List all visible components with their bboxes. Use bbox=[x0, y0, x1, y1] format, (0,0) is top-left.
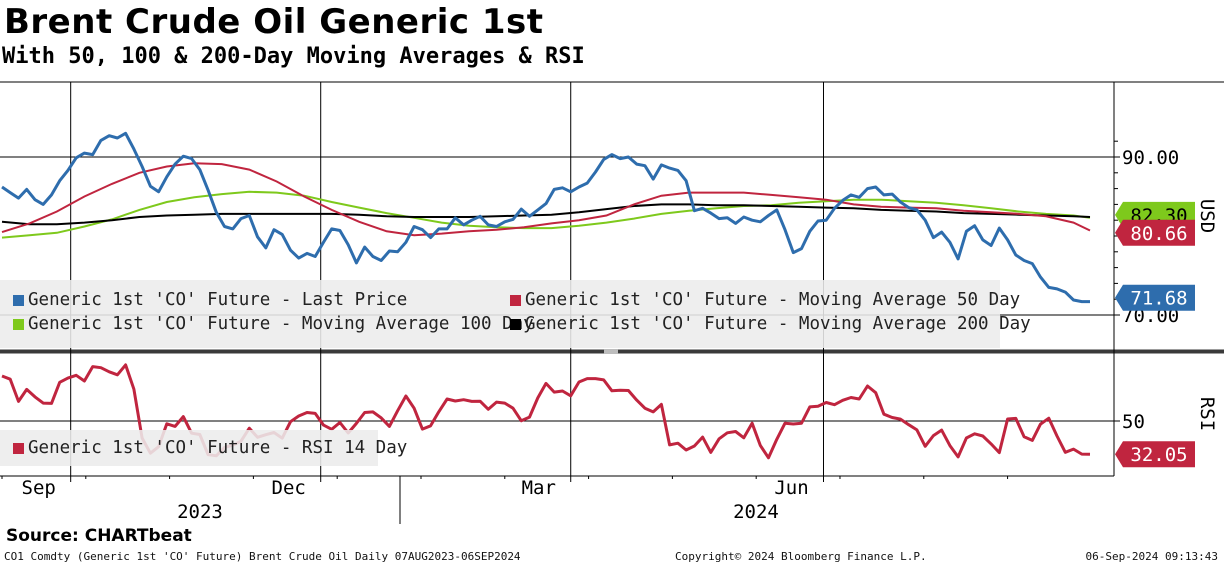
legend-label-ma200: Generic 1st 'CO' Future - Moving Average… bbox=[525, 314, 1031, 334]
legend-item-last-price: Generic 1st 'CO' Future - Last Price bbox=[13, 290, 407, 310]
legend-swatch-rsi bbox=[13, 442, 24, 454]
y-tick-label-90: 90.00 bbox=[1122, 147, 1179, 169]
y-axis-title-rsi: RSI bbox=[1196, 397, 1218, 431]
legend-label-ma100: Generic 1st 'CO' Future - Moving Average… bbox=[28, 314, 534, 334]
legend-label-rsi: Generic 1st 'CO' Future - RSI 14 Day bbox=[28, 438, 408, 458]
legend-label-ma50: Generic 1st 'CO' Future - Moving Average… bbox=[525, 290, 1021, 310]
panel-splitter-handle[interactable] bbox=[604, 349, 618, 354]
x-year-label-2023: 2023 bbox=[177, 501, 223, 523]
series-line-ma100 bbox=[1, 190, 1091, 239]
legend-item-rsi: Generic 1st 'CO' Future - RSI 14 Day bbox=[13, 438, 407, 458]
rsi-legend: Generic 1st 'CO' Future - RSI 14 Day bbox=[0, 430, 407, 466]
x-tick-label-sep: Sep bbox=[22, 477, 56, 499]
footer-copyright: Copyright© 2024 Bloomberg Finance L.P. bbox=[675, 550, 927, 563]
legend-swatch-ma50 bbox=[510, 294, 521, 306]
value-tag-ma50: 80.66 bbox=[1130, 223, 1187, 245]
series-line-rsi bbox=[1, 363, 1091, 460]
y-axis-title-usd: USD bbox=[1196, 199, 1218, 233]
series-line-last-price bbox=[1, 131, 1090, 304]
value-tag-rsi: 32.05 bbox=[1130, 444, 1187, 466]
value-tag-price: 71.68 bbox=[1130, 288, 1187, 310]
source-note: Source: CHARTbeat bbox=[6, 526, 192, 546]
x-tick-label-dec: Dec bbox=[272, 477, 306, 499]
legend-item-ma200: Generic 1st 'CO' Future - Moving Average… bbox=[510, 314, 1031, 334]
legend-swatch-ma200 bbox=[510, 318, 521, 330]
footer-timestamp: 06-Sep-2024 09:13:43 bbox=[1085, 550, 1218, 563]
price-legend: Generic 1st 'CO' Future - Last Price Gen… bbox=[0, 280, 1031, 348]
series-line-ma50 bbox=[1, 162, 1091, 237]
footer-series-info: CO1 Comdty (Generic 1st 'CO' Future) Bre… bbox=[4, 550, 521, 563]
chart-title: Brent Crude Oil Generic 1st bbox=[4, 2, 544, 42]
legend-item-ma100: Generic 1st 'CO' Future - Moving Average… bbox=[13, 314, 534, 334]
value-tag-rsi-box bbox=[1115, 441, 1195, 468]
value-tag-price-box bbox=[1115, 284, 1195, 311]
legend-swatch-price bbox=[13, 294, 24, 306]
legend-swatch-ma100 bbox=[13, 318, 24, 330]
value-tag-ma50-box bbox=[1115, 219, 1195, 246]
chart-subtitle: With 50, 100 & 200-Day Moving Averages &… bbox=[2, 44, 585, 69]
legend-label-price: Generic 1st 'CO' Future - Last Price bbox=[28, 290, 408, 310]
legend-item-ma50: Generic 1st 'CO' Future - Moving Average… bbox=[510, 290, 1020, 310]
x-tick-label-jun: Jun bbox=[774, 477, 808, 499]
x-year-label-2024: 2024 bbox=[733, 501, 779, 523]
x-tick-label-mar: Mar bbox=[522, 477, 556, 499]
rsi-tick-label-50: 50 bbox=[1122, 411, 1145, 433]
